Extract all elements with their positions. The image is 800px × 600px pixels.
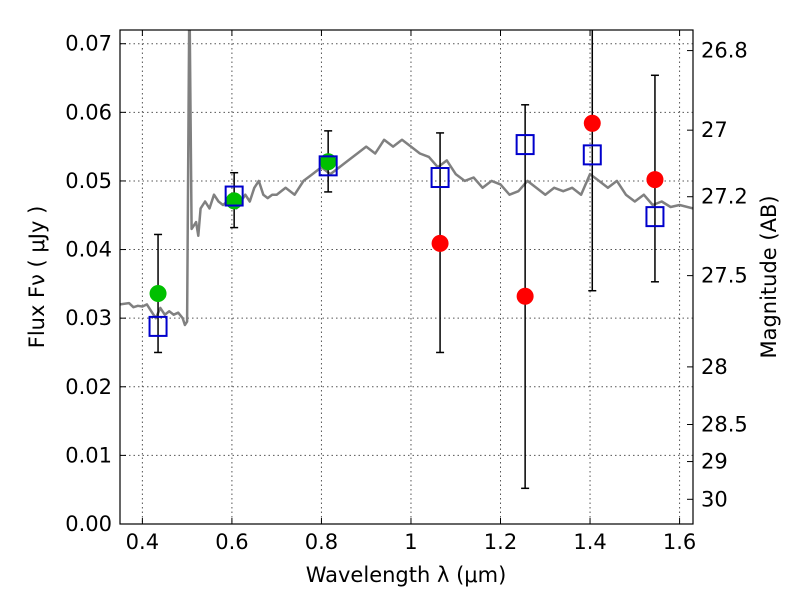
x-tick-label: 0.6 bbox=[215, 530, 248, 554]
x-axis-label: Wavelength λ (μm) bbox=[306, 563, 507, 587]
model-square bbox=[645, 206, 665, 228]
data-point bbox=[149, 284, 167, 302]
ticks: 0.4 0.6 0.8 1 1.2 1.4 1.6 0.00 0.01 0.02 0.03 0.04 0… bbox=[65, 30, 748, 554]
grid bbox=[120, 30, 693, 524]
spectrum-layer bbox=[120, 30, 693, 327]
x-tick-label: 1.6 bbox=[663, 530, 696, 554]
x-tick-label: 1.2 bbox=[484, 530, 517, 554]
y2-tick-label: 28.5 bbox=[701, 413, 748, 437]
x-tick-label: 1.4 bbox=[573, 530, 606, 554]
y-tick-label: 0.05 bbox=[65, 169, 112, 193]
data-point bbox=[583, 114, 601, 132]
error-bars bbox=[154, 30, 659, 490]
y-tick-label: 0.02 bbox=[65, 375, 112, 399]
data-point bbox=[431, 234, 449, 252]
y-tick-label: 0.06 bbox=[65, 100, 112, 124]
plot-frame bbox=[119, 29, 694, 525]
y-tick-label: 0.04 bbox=[65, 238, 112, 262]
x-tick-label: 0.4 bbox=[126, 530, 159, 554]
model-square bbox=[148, 315, 168, 337]
y-tick-label: 0.00 bbox=[65, 512, 112, 536]
x-tick-label: 0.8 bbox=[305, 530, 338, 554]
y-axis-label: Flux Fν ( μJy ) bbox=[25, 206, 49, 349]
y2-tick-label: 27 bbox=[701, 118, 728, 142]
y2-axis-label: Magnitude (AB) bbox=[757, 195, 781, 358]
y2-tick-label: 27.2 bbox=[701, 185, 748, 209]
y2-tick-label: 27.5 bbox=[701, 264, 748, 288]
x-tick-label: 1 bbox=[404, 530, 417, 554]
model-square bbox=[318, 155, 338, 177]
markers bbox=[148, 114, 665, 337]
y2-tick-label: 28 bbox=[701, 355, 728, 379]
y2-tick-label: 30 bbox=[701, 487, 728, 511]
y-tick-label: 0.01 bbox=[65, 443, 112, 467]
spectrum-line bbox=[120, 30, 693, 327]
y2-tick-label: 26.8 bbox=[701, 39, 748, 63]
data-point bbox=[516, 287, 534, 305]
model-square bbox=[515, 134, 535, 156]
model-square bbox=[224, 185, 244, 207]
model-square bbox=[582, 144, 602, 166]
model-square bbox=[430, 167, 450, 189]
y2-tick-label: 29 bbox=[701, 450, 728, 474]
data-point bbox=[646, 171, 664, 189]
y-tick-label: 0.07 bbox=[65, 32, 112, 56]
y-tick-label: 0.03 bbox=[65, 306, 112, 330]
